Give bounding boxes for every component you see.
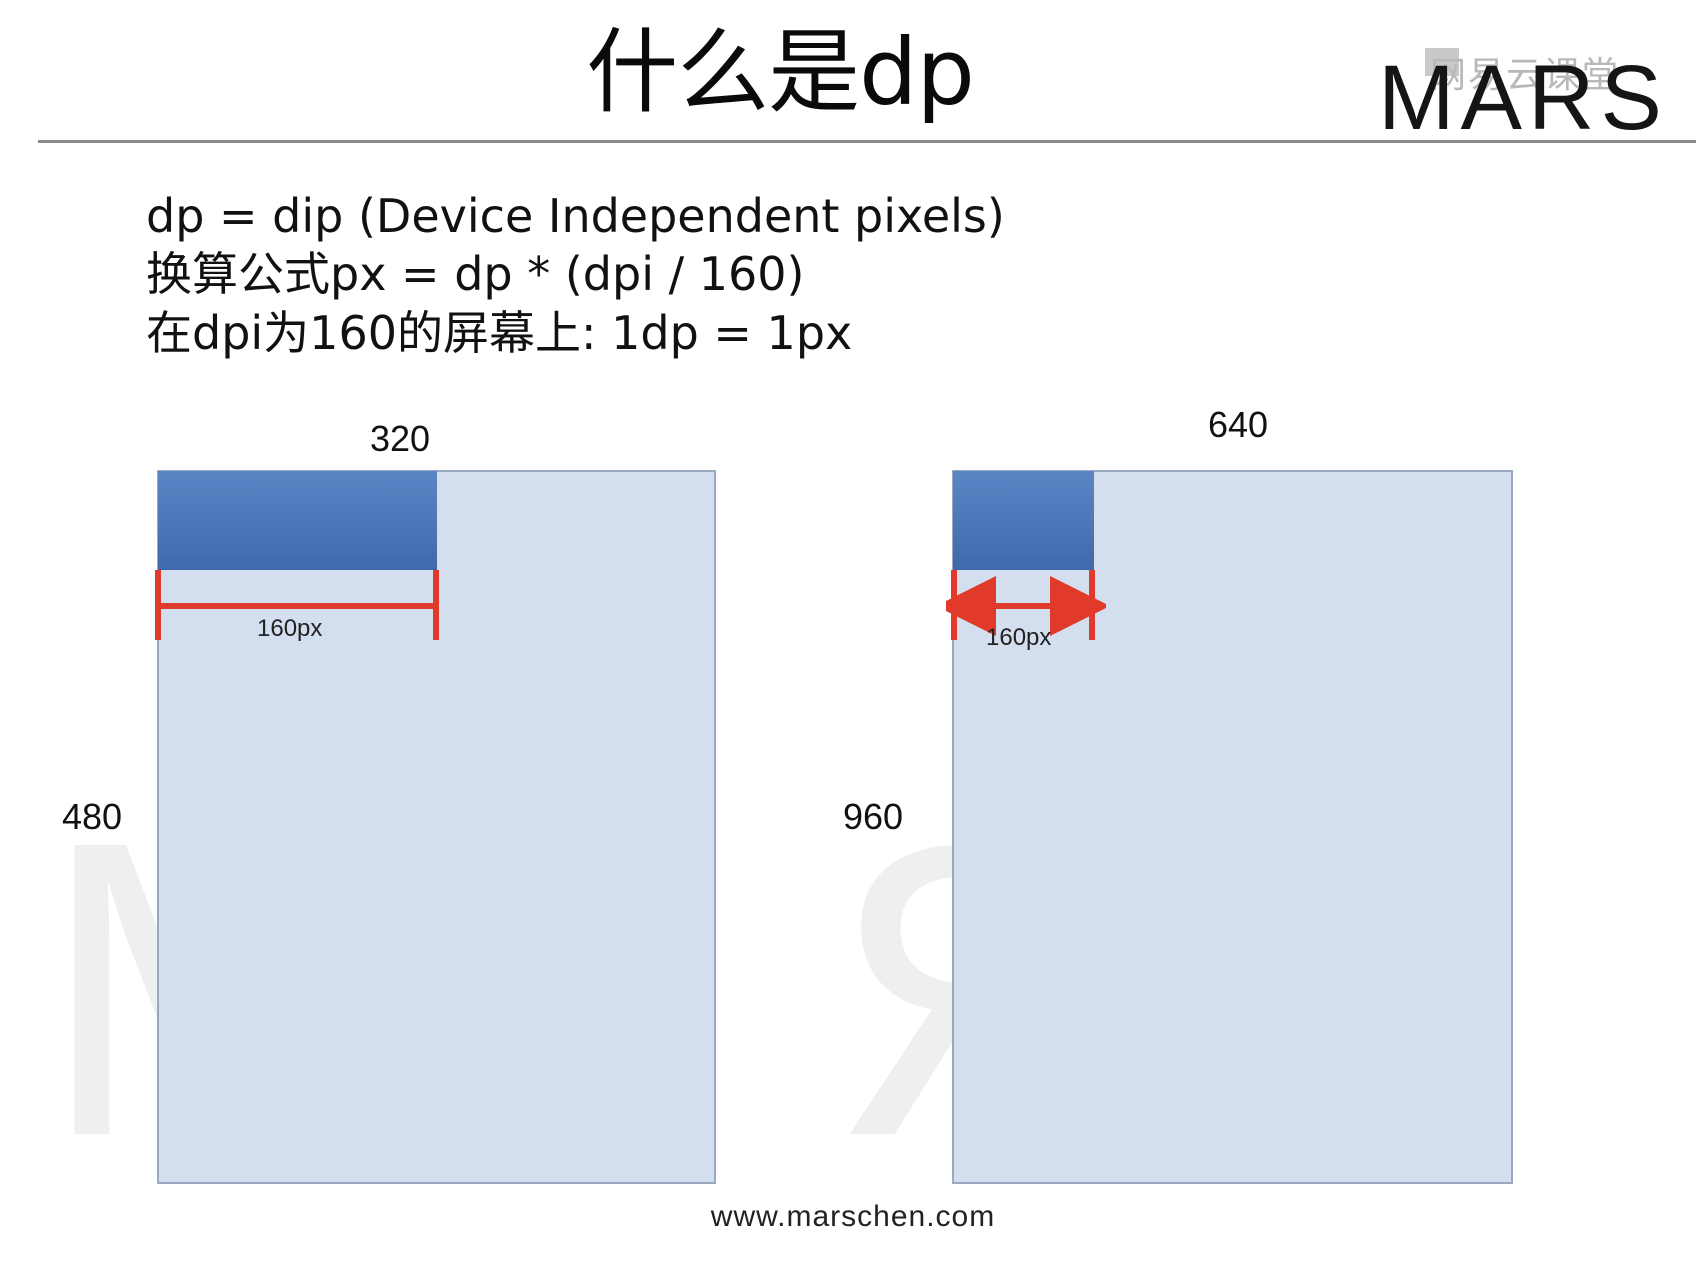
footer-url: www.marschen.com [710,1200,996,1233]
example-line: 在dpi为160的屏幕上: 1dp = 1px [146,306,853,360]
watermark-icon [1425,48,1459,76]
screen1-measure-label: 160px [257,615,323,642]
brand-logo: MARS [1378,47,1668,149]
formula-line: 换算公式px = dp * (dpi / 160) [146,247,805,301]
screen1-width-label: 320 [370,418,431,459]
definition-line: dp = dip (Device Independent pixels) [146,189,1005,243]
screen1-dp-block [158,471,437,570]
screen2-height-label: 960 [843,796,904,837]
screen1-measure-arrow [155,570,439,640]
watermark-text: 网易云课堂 [1430,55,1621,96]
slide-title: 什么是dp [586,19,975,126]
screen2-dp-block [953,471,1094,570]
screen2-measure-label: 160px [986,624,1052,651]
screen2-width-label: 640 [1208,404,1269,445]
screen1-height-label: 480 [62,796,123,837]
title-divider [38,140,1696,143]
screen2-measure-arrow [946,570,1106,640]
